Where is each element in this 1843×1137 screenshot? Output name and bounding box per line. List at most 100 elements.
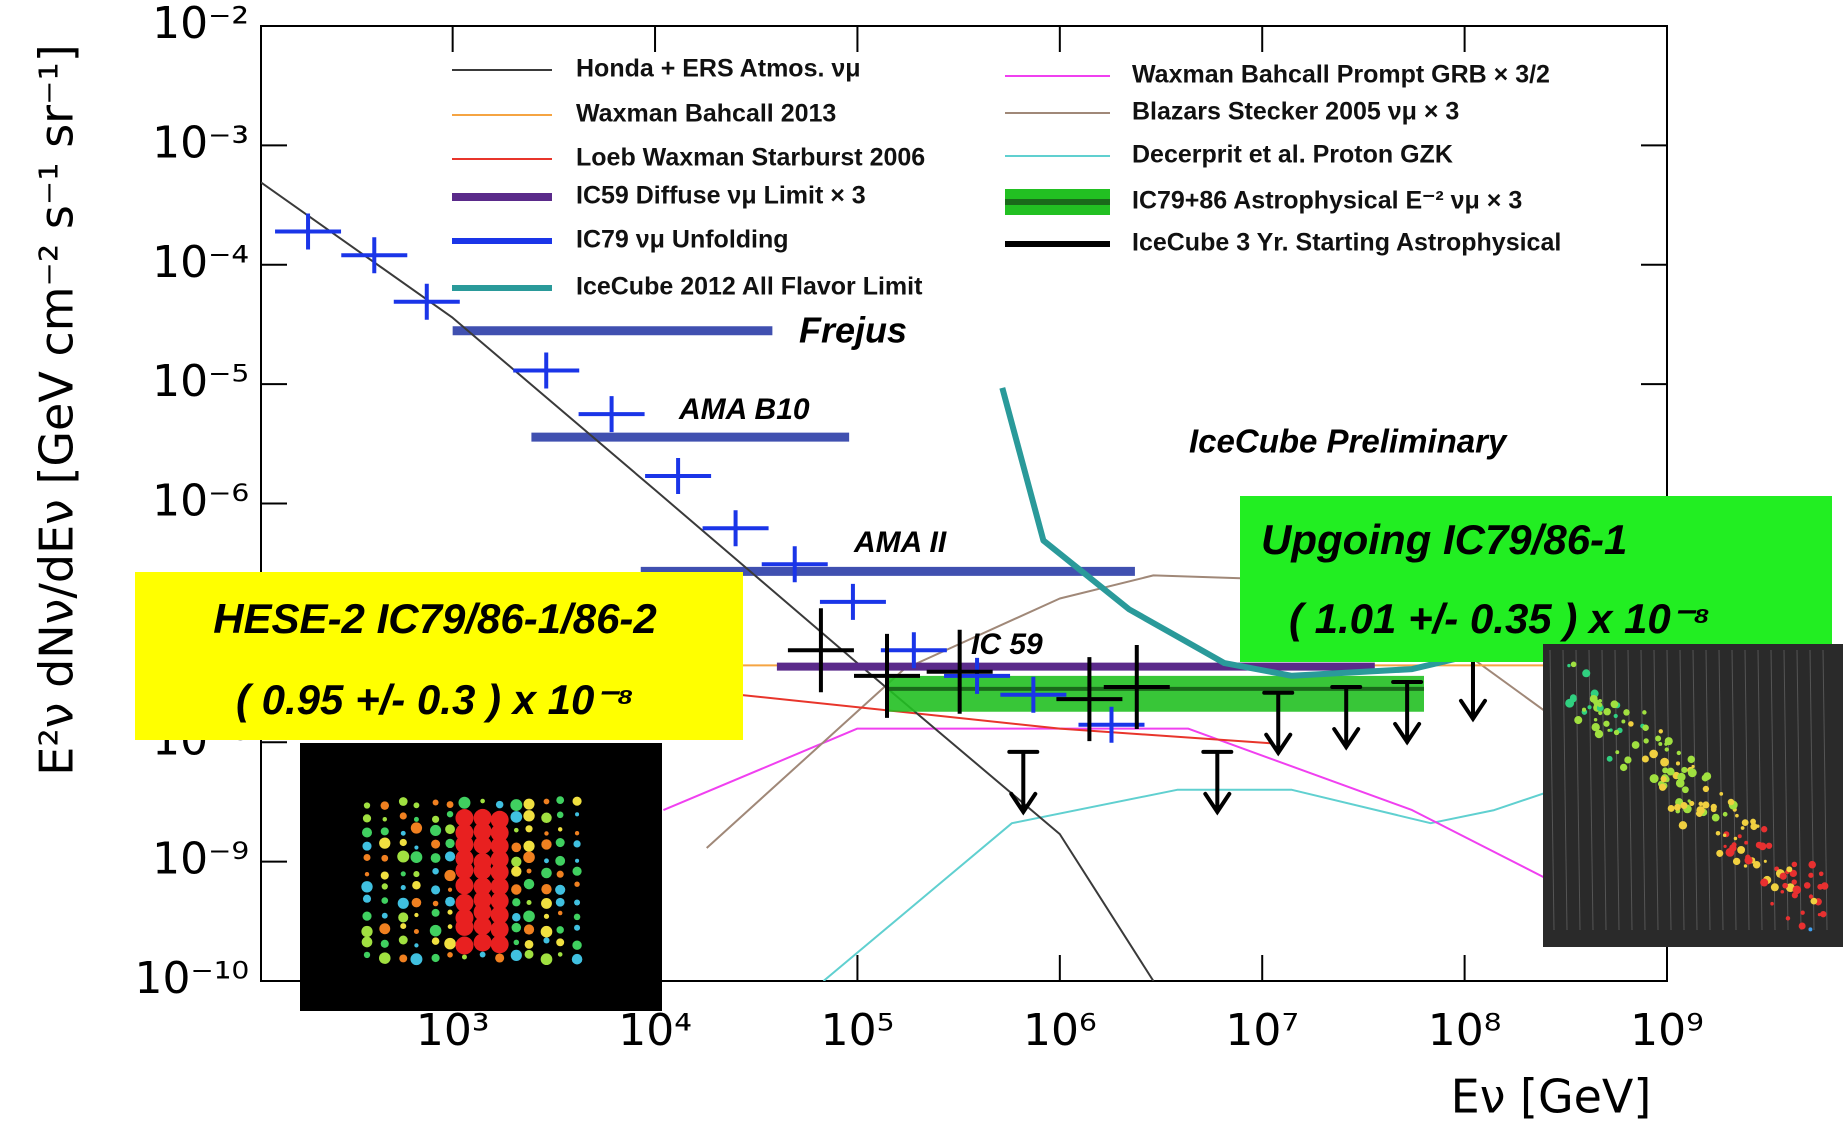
event-dot <box>1574 716 1583 725</box>
event-dot <box>1765 842 1773 849</box>
event-dot <box>1808 894 1814 899</box>
event-dot <box>556 796 565 805</box>
event-dot <box>379 837 391 849</box>
event-dot <box>362 911 372 921</box>
upper-limit <box>1201 749 1234 816</box>
event-dot <box>1623 709 1630 716</box>
event-dot <box>572 796 582 806</box>
event-dot <box>523 910 535 923</box>
event-dot <box>1613 713 1618 719</box>
event-dot <box>1606 755 1613 762</box>
event-dot <box>557 827 563 832</box>
event-dot <box>380 939 389 948</box>
event-dot <box>1567 663 1571 668</box>
legend-label: IC79 νμ Unfolding <box>576 226 789 254</box>
x-tick-label: 10⁴ <box>618 1005 692 1056</box>
event-dot <box>1565 698 1575 708</box>
event-dot <box>1741 819 1749 827</box>
legend-label: Waxman Bahcall 2013 <box>576 100 836 128</box>
event-string <box>1614 649 1620 931</box>
event-dot <box>361 881 373 893</box>
y-tick-label: 10⁻⁵ <box>152 356 249 407</box>
event-dot <box>400 871 406 877</box>
event-dot <box>1664 747 1669 752</box>
event-dot <box>573 840 581 848</box>
event-dot <box>523 924 535 935</box>
event-dot <box>540 953 553 966</box>
event-dot <box>490 850 509 869</box>
event-dot <box>490 863 509 882</box>
event-dot <box>1655 735 1662 742</box>
event-dot <box>510 811 523 823</box>
event-dot <box>571 953 583 965</box>
event-dot <box>445 824 455 835</box>
series-line <box>663 727 1667 941</box>
event-dot <box>524 940 534 949</box>
event-dot <box>1667 804 1675 812</box>
event-dot <box>1676 750 1682 756</box>
event-dot <box>447 924 453 929</box>
event-dot <box>431 815 440 823</box>
event-dot <box>431 839 441 849</box>
event-dot <box>1696 806 1705 815</box>
event-dot <box>1803 882 1811 889</box>
data-point <box>275 213 342 250</box>
event-dot <box>398 912 409 923</box>
event-dot <box>400 923 407 930</box>
event-dot <box>511 856 522 867</box>
event-dot <box>1593 718 1598 722</box>
event-dot <box>1820 910 1827 918</box>
event-dot <box>1658 729 1663 734</box>
event-dot <box>1702 801 1710 809</box>
upper-limit <box>1262 690 1295 757</box>
legend-label: Honda + ERS Atmos. νμ <box>576 55 861 83</box>
event-dot <box>556 811 564 819</box>
event-dot <box>490 935 509 954</box>
event-dot <box>1744 856 1753 865</box>
event-dot <box>1731 842 1737 848</box>
event-dot <box>473 903 492 922</box>
event-dot <box>363 802 371 809</box>
event-dot <box>432 799 439 806</box>
event-dot <box>1703 772 1712 781</box>
event-dot <box>1711 813 1720 822</box>
annotation-label: Frejus <box>799 310 907 351</box>
event-dot <box>455 917 474 936</box>
event-dot <box>511 922 522 933</box>
event-dot <box>364 871 370 877</box>
event-dot <box>410 822 423 834</box>
event-dot <box>574 831 580 836</box>
event-dot <box>414 912 419 918</box>
event-dot <box>461 954 467 960</box>
event-dot <box>1621 719 1626 724</box>
event-dot <box>1642 710 1647 715</box>
event-dot <box>495 953 505 963</box>
highlight-box <box>1240 496 1832 662</box>
event-dot <box>543 798 550 805</box>
event-dot <box>574 899 581 906</box>
event-dot <box>363 853 371 861</box>
event-string <box>1627 649 1633 931</box>
event-dot <box>541 884 552 895</box>
event-dot <box>524 949 534 959</box>
event-dot <box>1678 821 1688 830</box>
event-dot <box>573 913 581 921</box>
event-string <box>1549 649 1555 931</box>
event-dot <box>1631 741 1640 749</box>
event-string <box>1692 649 1698 931</box>
data-point <box>1103 645 1170 730</box>
event-dot <box>1570 661 1577 668</box>
event-dot <box>473 835 492 854</box>
event-dot <box>1779 872 1787 880</box>
event-dot <box>523 851 535 864</box>
event-dot <box>1598 710 1603 716</box>
event-dot <box>413 928 419 935</box>
event-dot <box>1791 861 1798 868</box>
event-dot <box>1761 826 1768 833</box>
event-dot <box>555 897 565 907</box>
event-string <box>1575 649 1581 931</box>
legend-label: Waxman Bahcall Prompt GRB × 3/2 <box>1132 61 1550 89</box>
event-dot <box>362 894 372 903</box>
event-string <box>1809 649 1815 931</box>
